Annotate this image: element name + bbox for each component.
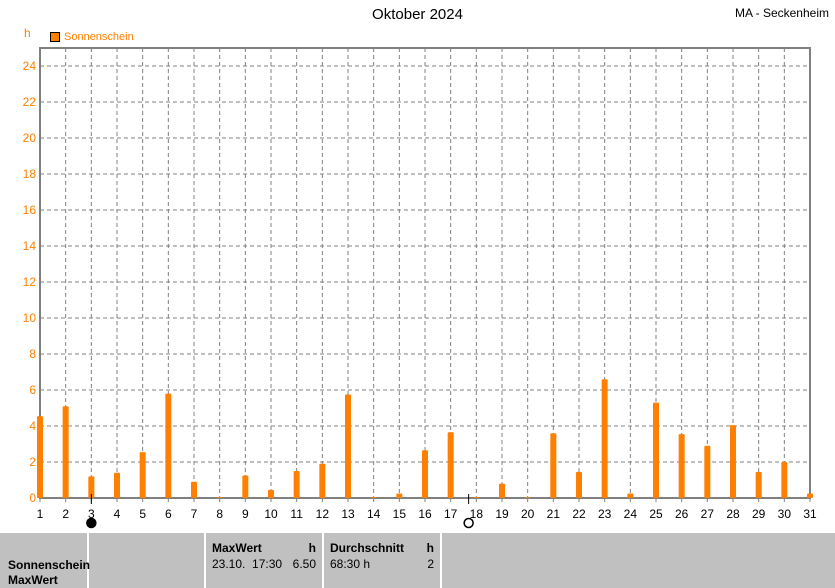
x-tick-label: 5	[139, 507, 146, 521]
y-tick-label: 8	[29, 347, 36, 361]
y-tick-label: 20	[23, 131, 37, 145]
maxwert-header: MaxWert	[212, 541, 262, 555]
x-tick-label: 7	[191, 507, 198, 521]
bar-day-21	[550, 433, 557, 498]
x-tick-label: 3	[88, 507, 95, 521]
durchschnitt-header: Durchschnitt	[330, 541, 405, 555]
x-tick-label: 28	[726, 507, 740, 521]
station-name: MA - Seckenheim	[734, 6, 829, 20]
bar-day-13	[345, 394, 351, 498]
bar-day-24	[627, 493, 634, 498]
x-tick-label: 9	[242, 507, 249, 521]
bar-day-22	[576, 471, 582, 498]
y-axis-unit: h	[24, 26, 31, 40]
x-tick-label: 30	[778, 507, 792, 521]
y-tick-label: 14	[23, 239, 37, 253]
durchschnitt-column: Durchschnitt h 68:30 h 2	[324, 533, 442, 588]
bar-day-14	[370, 497, 377, 498]
bar-day-4	[114, 472, 120, 498]
x-tick-label: 10	[264, 507, 278, 521]
x-tick-label: 2	[62, 507, 69, 521]
durchschnitt-unit: h	[426, 541, 434, 555]
bar-day-6	[165, 393, 172, 498]
y-tick-label: 6	[29, 383, 36, 397]
bar-day-12	[319, 463, 326, 498]
y-tick-label: 22	[23, 95, 37, 109]
bar-day-25	[653, 402, 659, 498]
bar-day-23	[601, 379, 608, 498]
bar-day-1	[37, 416, 43, 498]
bar-day-3	[88, 476, 95, 498]
x-tick-label: 13	[341, 507, 355, 521]
legend: Sonnenschein	[50, 31, 134, 43]
x-tick-label: 19	[495, 507, 509, 521]
x-tick-label: 18	[470, 507, 484, 521]
row-labels-column: Sonnenschein MaxWert	[0, 533, 91, 588]
legend-label: Sonnenschein	[64, 31, 134, 43]
maxwert-column: MaxWert h 23.10. 17:30 6.50	[206, 533, 324, 588]
y-tick-label: 10	[23, 311, 37, 325]
new-moon-icon	[86, 517, 97, 529]
y-tick-label: 12	[23, 275, 37, 289]
bar-day-30	[781, 462, 788, 498]
y-tick-label: 18	[23, 167, 37, 181]
bar-day-20	[524, 497, 531, 498]
bar-day-31	[807, 493, 813, 498]
x-tick-label: 31	[803, 507, 817, 521]
legend-swatch	[50, 32, 60, 42]
stats-panel: Sonnenschein MaxWert MaxWert h 23.10. 17…	[0, 533, 835, 588]
bar-day-29	[755, 471, 762, 498]
bar-day-17	[447, 432, 454, 498]
y-tick-label: 2	[29, 455, 36, 469]
x-tick-label: 21	[547, 507, 561, 521]
x-tick-label: 14	[367, 507, 381, 521]
bar-day-28	[730, 425, 736, 498]
x-tick-label: 17	[444, 507, 458, 521]
y-tick-label: 0	[29, 491, 36, 505]
bar-day-16	[422, 450, 428, 498]
empty-column	[89, 533, 206, 588]
bar-day-9	[242, 475, 249, 498]
y-tick-label: 4	[29, 419, 36, 433]
x-tick-label: 8	[216, 507, 223, 521]
x-tick-label: 24	[624, 507, 638, 521]
bar-day-18	[473, 497, 480, 498]
durchschnitt-value: 2	[427, 557, 434, 571]
x-tick-label: 26	[675, 507, 689, 521]
bar-day-5	[139, 452, 146, 498]
chart-title: Oktober 2024	[372, 6, 463, 23]
maxwert-date: 23.10. 17:30	[212, 557, 283, 571]
maxwert-unit: h	[308, 541, 316, 555]
bar-day-10	[268, 489, 274, 498]
row-label-maxwert: MaxWert	[8, 573, 58, 587]
bar-day-7	[191, 481, 197, 498]
x-tick-label: 23	[598, 507, 612, 521]
row-label-sonnenschein: Sonnenschein	[8, 558, 91, 572]
x-tick-label: 16	[418, 507, 432, 521]
x-tick-label: 4	[114, 507, 121, 521]
x-tick-label: 27	[701, 507, 715, 521]
y-tick-label: 16	[23, 203, 37, 217]
x-tick-label: 11	[290, 507, 303, 521]
bar-day-27	[704, 445, 711, 498]
full-moon-icon	[463, 517, 474, 529]
x-tick-label: 6	[165, 507, 172, 521]
x-tick-label: 29	[752, 507, 766, 521]
y-tick-label: 24	[23, 59, 37, 73]
bar-day-15	[396, 493, 403, 498]
maxwert-value: 6.50	[292, 557, 316, 571]
bar-day-8	[216, 497, 223, 498]
x-tick-label: 22	[572, 507, 586, 521]
bar-day-11	[293, 471, 300, 498]
bar-day-19	[499, 483, 505, 498]
bar-day-2	[62, 406, 69, 498]
x-tick-label: 25	[649, 507, 663, 521]
x-tick-label: 1	[37, 507, 44, 521]
bar-day-26	[678, 434, 685, 498]
x-tick-label: 15	[393, 507, 407, 521]
durchschnitt-total: 68:30 h	[330, 557, 371, 571]
x-tick-label: 12	[316, 507, 330, 521]
x-tick-label: 20	[521, 507, 535, 521]
